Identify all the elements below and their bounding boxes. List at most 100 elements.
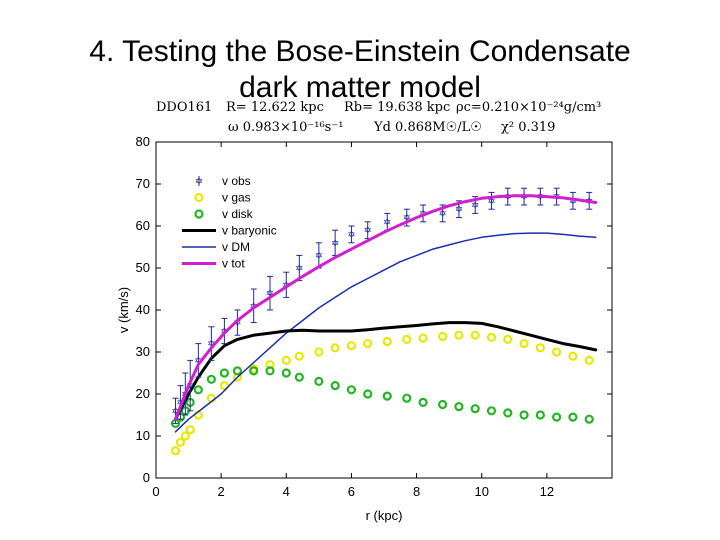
v-gas-marker — [180, 431, 190, 441]
v-disk-marker — [346, 385, 357, 395]
v-gas-marker — [170, 446, 181, 456]
v-disk-marker — [232, 366, 243, 376]
v-gas-marker — [568, 351, 578, 361]
v-gas-marker — [486, 332, 497, 342]
v-disk-marker — [219, 368, 229, 378]
v-gas-marker — [503, 334, 513, 344]
v-disk-marker — [552, 412, 562, 422]
v-obs-point: ✡ — [383, 217, 391, 228]
y-tick-label: 80 — [136, 134, 150, 149]
v-obs-point: ✡ — [233, 318, 241, 329]
legend-label: v tot — [222, 257, 245, 271]
v-gas-marker — [535, 343, 545, 353]
v-disk-marker — [402, 393, 412, 403]
v-gas-marker — [584, 355, 594, 365]
v-obs-point: ✡ — [364, 226, 372, 237]
v-disk-marker — [363, 389, 373, 399]
slide-title: 4. Testing the Bose-Einstein Condensate … — [0, 34, 720, 106]
v-disk-marker — [503, 408, 513, 418]
galaxy-name: DDO161 — [156, 100, 213, 115]
v-obs-point: ✡ — [403, 213, 411, 224]
v-baryonic-line — [174, 321, 598, 421]
v-gas-marker — [219, 381, 229, 391]
v-disk-marker — [206, 374, 216, 384]
v-disk-marker — [438, 399, 448, 410]
y-tick-label: 50 — [136, 260, 150, 275]
v-obs-point: ✡ — [487, 196, 495, 207]
param-omega: ω 0.983×10⁻¹⁶s⁻¹ — [228, 120, 344, 135]
y-tick-label: 0 — [143, 470, 150, 485]
y-tick-label: 60 — [136, 218, 150, 233]
y-tick-label: 70 — [136, 176, 150, 191]
v-disk-marker — [486, 406, 497, 416]
legend-label: v obs — [222, 174, 251, 188]
y-tick-label: 10 — [136, 428, 150, 443]
v-disk-marker — [281, 368, 291, 378]
v-disk-marker — [568, 412, 578, 422]
param-rho: ρc=0.210×10⁻²⁴g/cm³ — [456, 100, 602, 115]
v-gas-marker — [363, 339, 373, 349]
v-gas-marker — [281, 355, 291, 365]
v-obs-point: ✡ — [455, 205, 463, 216]
legend-label: v baryonic — [222, 224, 277, 238]
v-obs-point: ✡ — [471, 201, 479, 212]
v-dm-line — [174, 232, 597, 433]
legend-label: v disk — [222, 207, 254, 221]
v-disk-marker — [314, 376, 324, 386]
v-obs-point: ✡ — [186, 381, 194, 392]
v-disk-marker — [519, 410, 529, 420]
v-obs-point: ✡ — [569, 196, 577, 207]
v-gas-marker — [294, 351, 304, 361]
x-tick-label: 8 — [413, 484, 420, 499]
v-gas-marker — [418, 333, 428, 343]
legend-marker-swatch — [194, 209, 204, 219]
x-tick-label: 6 — [348, 484, 355, 499]
v-gas-marker — [519, 339, 529, 349]
chart-axes: 0 2 4 6 8 10 12 0 10 20 30 40 50 60 70 80 — [136, 134, 613, 499]
legend-label: v DM — [222, 240, 250, 254]
v-gas-marker — [314, 347, 324, 357]
v-obs-point: ✡ — [520, 192, 528, 203]
legend-label: v gas — [222, 191, 251, 205]
v-gas-marker — [346, 341, 357, 351]
param-R: R= 12.622 kpc — [226, 100, 324, 115]
v-obs-point: ✡ — [315, 251, 323, 262]
legend-obs-swatch: ✡ — [195, 177, 203, 188]
param-upsilon: Υd 0.868M☉/L☉ — [374, 120, 482, 135]
v-disk-marker — [418, 397, 428, 407]
x-tick-label: 2 — [218, 484, 225, 499]
v-disk-marker — [294, 372, 304, 382]
x-tick-label: 0 — [152, 484, 159, 499]
v-obs-point: ✡ — [266, 289, 274, 300]
v-obs-point: ✡ — [194, 356, 202, 367]
v-tot-line — [174, 194, 598, 421]
v-gas-marker — [382, 336, 392, 347]
v-disk-marker — [584, 414, 594, 424]
legend-marker-swatch — [194, 192, 204, 203]
v-disk-marker — [265, 366, 275, 376]
v-disk-marker — [470, 404, 480, 414]
slide-title-line-1: 4. Testing the Bose-Einstein Condensate — [89, 35, 631, 68]
x-tick-label: 12 — [540, 484, 554, 499]
v-gas-marker — [470, 330, 480, 340]
v-disk-marker — [535, 410, 545, 420]
v-disk-marker — [193, 385, 203, 395]
x-tick-label: 10 — [474, 484, 488, 499]
v-disk-marker — [249, 366, 259, 376]
v-obs-point: ✡ — [171, 406, 179, 417]
slide-title-line-2: dark matter model — [239, 71, 481, 104]
v-disk-marker — [454, 402, 464, 412]
param-Rb: Rb= 19.638 kpc — [344, 100, 451, 115]
v-obs-point: ✡ — [331, 238, 339, 249]
x-tick-label: 4 — [283, 484, 290, 499]
v-gas-marker — [402, 334, 412, 344]
v-gas-marker — [185, 425, 195, 435]
v-gas-marker — [454, 330, 464, 340]
v-gas-marker — [438, 331, 448, 342]
y-tick-label: 30 — [136, 344, 150, 359]
v-gas-marker — [330, 343, 340, 353]
v-obs-point: ✡ — [207, 339, 215, 350]
v-disk-marker — [382, 391, 392, 401]
x-axis-label: r (kpc) — [366, 508, 403, 523]
